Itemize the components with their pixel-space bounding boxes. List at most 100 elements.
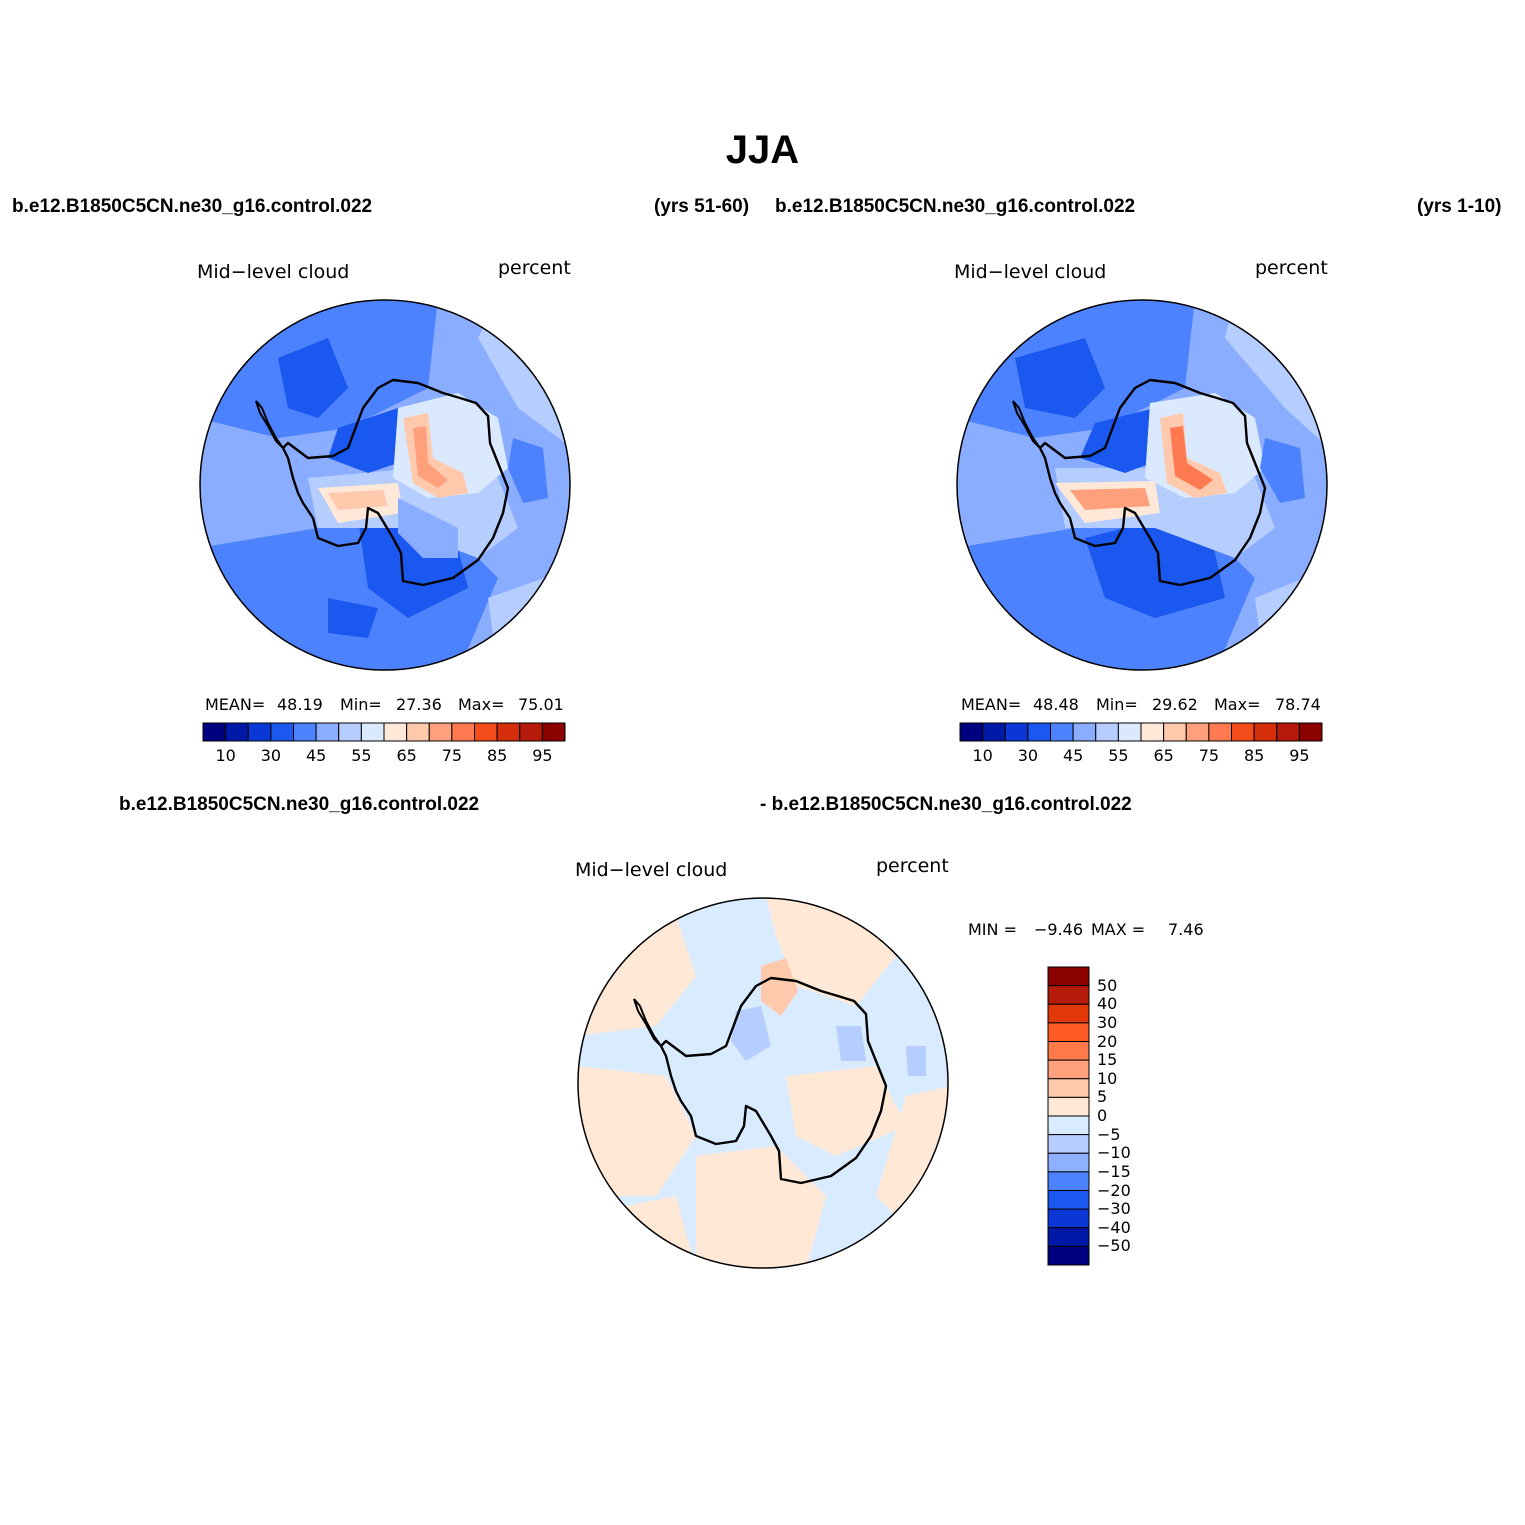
panel2-colorbar-box: [959, 722, 984, 742]
diff-contour-fill: [578, 898, 948, 1268]
panel2-min-label: Min=: [1096, 695, 1138, 714]
panel1-colorbar-box: [406, 722, 430, 742]
panel2-mean-value: 48.48: [1033, 695, 1079, 714]
panel1-max-label: Max=: [458, 695, 505, 714]
panel2-max-value: 78.74: [1275, 695, 1321, 714]
panel2-colorbar-box: [1004, 722, 1029, 742]
panel2-map-boundary: [956, 299, 1328, 671]
panel1-colorbar-tick-label: 85: [486, 746, 508, 765]
panel2-colorbar-tick-label: 10: [972, 746, 993, 765]
diff-colorbar-box: [1047, 1134, 1090, 1154]
panel1-colorbar-tick-label: 10: [215, 746, 236, 765]
diff-colorbar-tick-label: 0: [1097, 1106, 1108, 1125]
panel2-colorbar-box: [1163, 722, 1187, 742]
panel1-map-boundary: [199, 299, 571, 671]
diff-colorbar-box: [1047, 1115, 1090, 1136]
panel1-colorbar-box: [338, 722, 362, 742]
diff-max-value: 7.46: [1168, 920, 1204, 939]
diff-variable-label: Mid−level cloud: [575, 859, 728, 881]
panel1-colorbar-box: [451, 722, 475, 742]
panel2-colorbar-box: [1117, 722, 1142, 742]
panel2-colorbar-tick-label: 30: [1017, 746, 1039, 765]
panel2-colorbar-box: [1050, 722, 1074, 742]
panel2-map: [956, 299, 1328, 671]
panel2-colorbar-box: [1231, 722, 1255, 742]
panel2-min-value: 29.62: [1152, 695, 1198, 714]
panel2-colorbar-tick-label: 65: [1153, 746, 1174, 765]
panel1-years: (yrs 51-60): [654, 196, 750, 217]
diff-map-boundary: [577, 897, 949, 1269]
diff-colorbar-box: [1047, 966, 1090, 987]
diff-colorbar-box: [1047, 1059, 1090, 1080]
panel1-colorbar-tick-label: 75: [441, 746, 463, 765]
panel1-colorbar-box: [225, 722, 249, 742]
diff-colorbar-tick-label: 10: [1097, 1068, 1118, 1088]
diff-colorbar-box: [1047, 1022, 1090, 1042]
panel1-colorbar-box: [202, 722, 227, 742]
diff-colorbar-tick-label: −5: [1097, 1124, 1121, 1144]
panel1-mean-value: 48.19: [277, 695, 323, 714]
diff-colorbar-tick-label: −20: [1097, 1180, 1131, 1200]
panel1-colorbar-box: [428, 722, 453, 742]
panel2-colorbar-box: [1072, 722, 1097, 742]
panel2-colorbar-tick-label: 85: [1243, 746, 1265, 765]
panel1-units-label: percent: [498, 257, 571, 279]
panel2-colorbar-box: [1208, 722, 1232, 742]
diff-colorbar-box: [1047, 1227, 1090, 1247]
panel2-colorbar-box: [982, 722, 1006, 742]
panel2-colorbar-box: [1095, 722, 1119, 742]
diff-colorbar-box: [1047, 985, 1090, 1005]
diff-colorbar-tick-label: 15: [1097, 1050, 1118, 1070]
diff-colorbar-tick-label: −30: [1097, 1199, 1131, 1219]
panel1-max-value: 75.01: [518, 695, 564, 714]
diff-units-label: percent: [876, 855, 949, 877]
diff-colorbar-box: [1047, 1171, 1090, 1191]
diff-colorbar-tick-label: −40: [1097, 1217, 1131, 1237]
panel1-variable-label: Mid−level cloud: [197, 261, 350, 283]
panel1-colorbar: [202, 722, 566, 742]
diff-map: [577, 897, 949, 1269]
diff-colorbar-tick-label: 30: [1097, 1012, 1118, 1032]
panel1-colorbar-box: [360, 722, 385, 742]
panel2-variable-label: Mid−level cloud: [954, 261, 1107, 283]
panel1-colorbar-tick-label: 65: [396, 746, 417, 765]
diff-colorbar-box: [1047, 1190, 1090, 1210]
panel2-colorbar-box: [1027, 722, 1051, 742]
diff-colorbar: [1047, 966, 1090, 1266]
panel1-colorbar-box: [315, 722, 340, 742]
diff-colorbar-tick-label: −50: [1097, 1236, 1131, 1256]
panel2-colorbar-tick-label: 45: [1062, 746, 1084, 765]
panel2-colorbar-box: [1185, 722, 1210, 742]
diff-colorbar-box: [1047, 1041, 1090, 1061]
panel1-colorbar-tick-label: 45: [305, 746, 327, 765]
panel1-colorbar-box: [270, 722, 294, 742]
diff-colorbar-tick-label: −10: [1097, 1143, 1131, 1163]
diff-colorbar-box: [1047, 1208, 1090, 1229]
panel2-colorbar-box: [1298, 722, 1323, 742]
panel1-colorbar-box: [541, 722, 566, 742]
panel2-colorbar: [959, 722, 1323, 742]
panel1-min-value: 27.36: [396, 695, 442, 714]
diff-colorbar-tick-label: 50: [1097, 975, 1118, 995]
panel1-colorbar-box: [383, 722, 408, 742]
diff-antarctica-coastline: [659, 976, 888, 1185]
panel1-min-label: Min=: [340, 695, 382, 714]
diff-min-label: MIN =: [968, 920, 1017, 939]
diff-colorbar-box: [1047, 1245, 1090, 1266]
diff-case-a: b.e12.B1850C5CN.ne30_g16.control.022: [119, 794, 480, 815]
panel2-peninsula: [1012, 400, 1041, 449]
panel2-case-name: b.e12.B1850C5CN.ne30_g16.control.022: [775, 196, 1136, 217]
panel1-colorbar-tick-label: 30: [260, 746, 282, 765]
panel2-colorbar-tick-label: 95: [1289, 746, 1310, 765]
panel2-units-label: percent: [1255, 257, 1328, 279]
panel1-colorbar-box: [496, 722, 521, 742]
panel1-colorbar-box: [293, 722, 317, 742]
panel2-colorbar-tick-label: 55: [1108, 746, 1129, 765]
panel1-colorbar-box: [474, 722, 498, 742]
panel2-max-label: Max=: [1214, 695, 1261, 714]
panel1-antarctica-coastline: [281, 378, 510, 587]
diff-min-value: −9.46: [1034, 920, 1084, 939]
panel1-colorbar-box: [519, 722, 543, 742]
panel2-colorbar-box: [1253, 722, 1278, 742]
panel2-colorbar-tick-label: 75: [1198, 746, 1220, 765]
